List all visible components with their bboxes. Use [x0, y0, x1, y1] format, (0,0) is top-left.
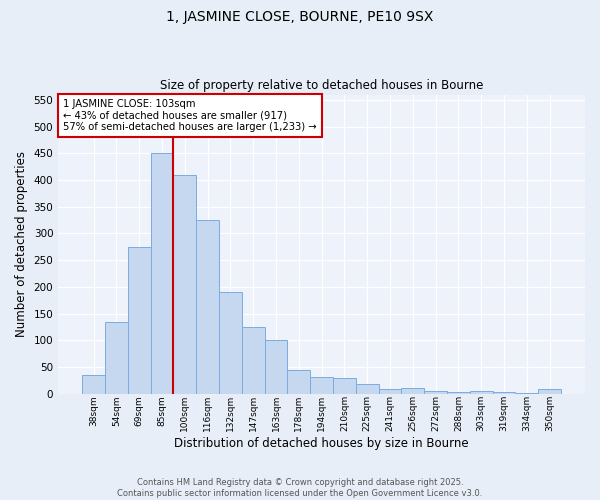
Bar	[424, 391, 447, 394]
Bar	[515, 392, 538, 394]
Bar	[379, 390, 401, 394]
Bar	[173, 174, 196, 394]
Bar	[356, 384, 379, 394]
Bar	[196, 220, 219, 394]
Bar	[82, 375, 105, 394]
Bar	[265, 340, 287, 394]
Y-axis label: Number of detached properties: Number of detached properties	[15, 151, 28, 337]
Bar	[128, 247, 151, 394]
Bar	[538, 390, 561, 394]
Bar	[401, 388, 424, 394]
Bar	[310, 376, 333, 394]
Bar	[470, 391, 493, 394]
Bar	[287, 370, 310, 394]
Bar	[219, 292, 242, 394]
Title: Size of property relative to detached houses in Bourne: Size of property relative to detached ho…	[160, 79, 483, 92]
X-axis label: Distribution of detached houses by size in Bourne: Distribution of detached houses by size …	[174, 437, 469, 450]
Bar	[333, 378, 356, 394]
Bar	[447, 392, 470, 394]
Bar	[493, 392, 515, 394]
Text: 1 JASMINE CLOSE: 103sqm
← 43% of detached houses are smaller (917)
57% of semi-d: 1 JASMINE CLOSE: 103sqm ← 43% of detache…	[64, 99, 317, 132]
Bar	[242, 327, 265, 394]
Text: 1, JASMINE CLOSE, BOURNE, PE10 9SX: 1, JASMINE CLOSE, BOURNE, PE10 9SX	[166, 10, 434, 24]
Bar	[105, 322, 128, 394]
Text: Contains HM Land Registry data © Crown copyright and database right 2025.
Contai: Contains HM Land Registry data © Crown c…	[118, 478, 482, 498]
Bar	[151, 154, 173, 394]
